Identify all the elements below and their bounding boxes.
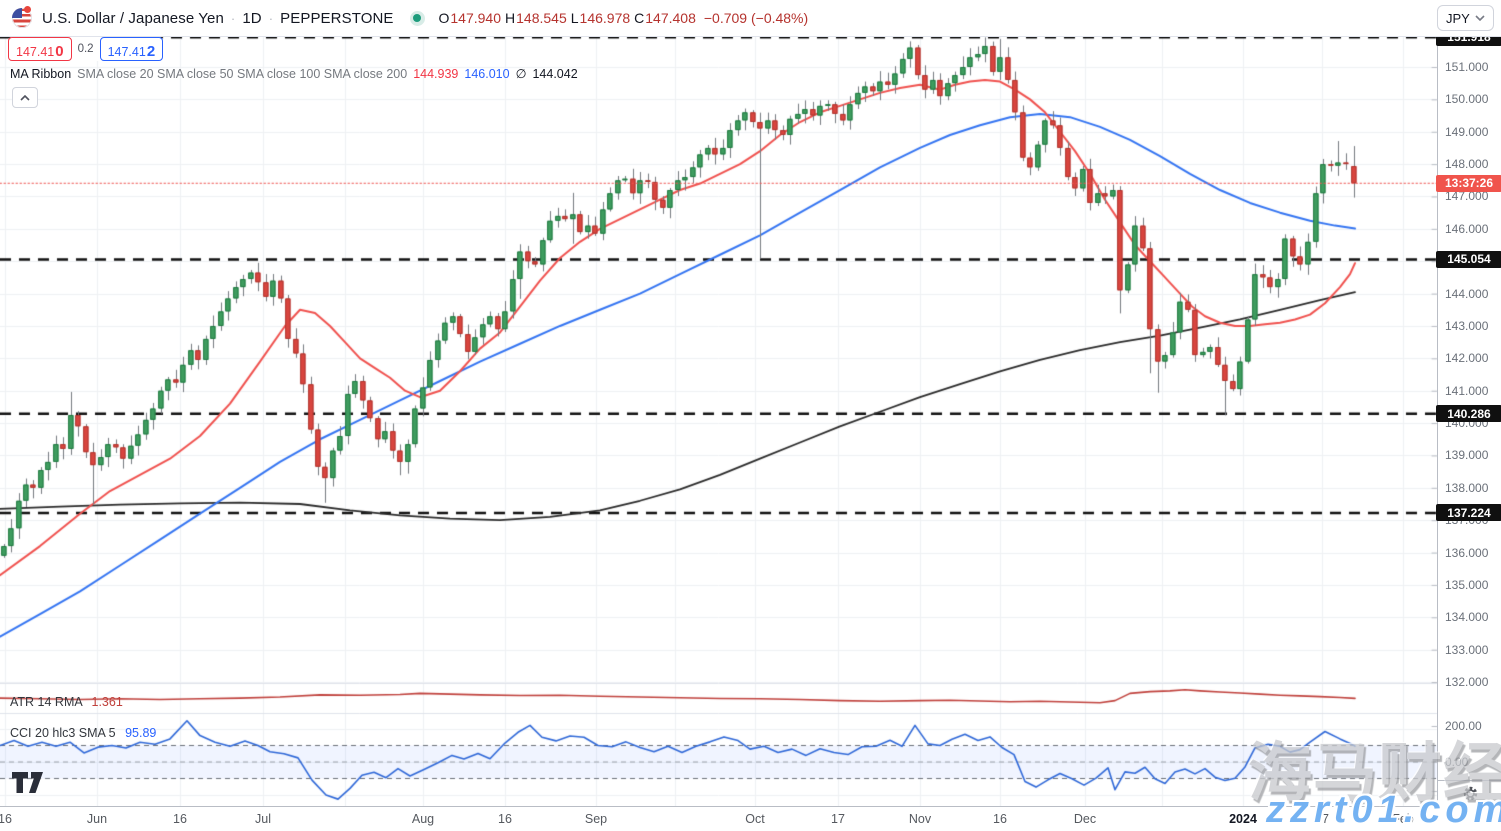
- time-tick-label: Nov: [908, 812, 932, 826]
- symbol-title: U.S. Dollar / Japanese Yen · 1D · PEPPER…: [42, 10, 394, 27]
- tradingview-logo[interactable]: [12, 772, 44, 799]
- sell-price-pip: 0: [55, 43, 64, 60]
- price-axis[interactable]: 151.000 150.000 149.000 148.000 147.000 146.0…: [1436, 28, 1501, 806]
- price-level-badge: 145.054: [1436, 250, 1501, 268]
- price-tick-label: 136.000: [1445, 545, 1489, 560]
- chevron-down-icon: [1475, 15, 1485, 21]
- currency-label: JPY: [1446, 10, 1470, 26]
- collapse-legend-button[interactable]: [12, 87, 38, 108]
- price-tick-label: 141.000: [1445, 383, 1489, 398]
- time-axis[interactable]: 16 Jun 16 Jul Aug 16 Sep Oct 17 Nov 16 Dec 2024 17 Feb: [0, 806, 1437, 831]
- bar-countdown-badge: 13:37:26: [1436, 174, 1501, 192]
- market-status-icon[interactable]: [409, 10, 425, 26]
- cci-label: CCI 20 hlc3 SMA 5: [10, 726, 116, 740]
- time-tick-label: 16: [993, 812, 1007, 826]
- chart-header: U.S. Dollar / Japanese Yen · 1D · PEPPER…: [0, 0, 1501, 37]
- ma-ribbon-title: MA Ribbon: [10, 66, 72, 81]
- spread-value: 0.2: [71, 40, 100, 58]
- title-separator: ·: [230, 10, 236, 26]
- indicator-tick-label: 0.00: [1445, 755, 1469, 769]
- ohlc-pair: C 147.408: [634, 10, 696, 26]
- price-tick-label: 148.000: [1445, 157, 1489, 172]
- sell-price: 147.41: [16, 44, 55, 59]
- price-tick-label: 138.000: [1445, 480, 1489, 495]
- price-tick-label: 134.000: [1445, 610, 1489, 625]
- price-tick-label: 151.000: [1445, 60, 1489, 74]
- usd-flag-icon: [12, 8, 32, 28]
- ma-ribbon-avg-value: 144.042: [532, 66, 578, 81]
- ohlc-pair: O 147.940: [438, 10, 502, 26]
- time-tick-label: 16: [498, 812, 512, 826]
- title-separator: ·: [268, 10, 274, 26]
- axis-settings-button[interactable]: [1438, 780, 1501, 806]
- timeframe-button[interactable]: 1D: [242, 9, 262, 27]
- change-value: −0.709 (−0.48%): [703, 10, 809, 26]
- ma-ribbon-params: SMA close 20 SMA close 50 SMA close 100 …: [77, 66, 408, 81]
- ma-ribbon-value-sma20: 144.939: [413, 66, 459, 81]
- price-tick-label: 142.000: [1445, 351, 1489, 366]
- price-tick-label: 133.000: [1445, 642, 1489, 657]
- indicator-tick-label: 200.00: [1445, 719, 1482, 733]
- price-tick-label: 147.000: [1445, 189, 1489, 204]
- price-tick-label: 132.000: [1445, 675, 1489, 690]
- time-tick-label: 16: [173, 812, 187, 826]
- exchange-name[interactable]: PEPPERSTONE: [280, 9, 394, 27]
- price-tick-label: 150.000: [1445, 92, 1489, 107]
- time-tick-label: Dec: [1073, 812, 1097, 826]
- time-tick-label: 16: [0, 812, 12, 826]
- time-tick-label: 17: [831, 812, 845, 826]
- price-tick-label: 135.000: [1445, 577, 1489, 592]
- ma-ribbon-legend[interactable]: MA Ribbon SMA close 20 SMA close 50 SMA …: [10, 66, 578, 82]
- tradingview-logo-icon: [12, 772, 43, 793]
- buy-price: 147.41: [107, 44, 146, 59]
- price-level-badge: 137.224: [1436, 504, 1501, 522]
- price-tick-label: 149.000: [1445, 124, 1489, 139]
- price-tick-label: 143.000: [1445, 318, 1489, 333]
- buy-button[interactable]: 147.41 2: [99, 37, 164, 61]
- time-tick-label: 2024: [1229, 812, 1257, 826]
- ma-ribbon-value-sma50: 146.010: [464, 66, 510, 81]
- time-tick-label: Jul: [255, 812, 271, 826]
- time-tick-label: Jun: [86, 812, 108, 826]
- time-tick-label: Sep: [584, 812, 608, 826]
- ohlc-values: O 147.940 H 148.545 L 146.978 C 147.408 −0.709 (…: [439, 10, 809, 26]
- symbol-name[interactable]: U.S. Dollar / Japanese Yen: [42, 9, 224, 27]
- atr-legend[interactable]: ATR 14 RMA 1.361: [10, 695, 123, 709]
- sell-button[interactable]: 147.41 0: [8, 37, 72, 61]
- buy-price-pip: 2: [146, 43, 156, 60]
- cci-legend[interactable]: CCI 20 hlc3 SMA 5 95.89: [10, 726, 156, 740]
- cci-value: 95.89: [125, 726, 157, 740]
- time-tick-label: Feb: [1392, 812, 1414, 826]
- ma-ribbon-avg-symbol: ∅: [515, 67, 527, 81]
- time-tick-label: Aug: [411, 812, 435, 826]
- price-level-badge: 140.286: [1436, 405, 1501, 423]
- chevron-up-icon: [20, 94, 30, 101]
- gear-icon: [1463, 786, 1477, 801]
- flag-notification-dot: [24, 6, 31, 13]
- quote-panel: 147.41 0 0.2 147.41 2: [8, 37, 164, 61]
- ohlc-pair: H 148.545: [505, 10, 567, 26]
- time-tick-label: Oct: [745, 812, 765, 826]
- price-tick-label: 146.000: [1445, 221, 1489, 236]
- currency-dropdown[interactable]: JPY: [1437, 5, 1494, 31]
- price-tick-label: 139.000: [1445, 448, 1489, 463]
- price-tick-label: 144.000: [1445, 286, 1489, 301]
- time-tick-label: 17: [1315, 812, 1329, 826]
- ohlc-pair: L 146.978: [570, 10, 631, 26]
- atr-value: 1.361: [91, 695, 123, 709]
- atr-label: ATR 14 RMA: [10, 695, 83, 709]
